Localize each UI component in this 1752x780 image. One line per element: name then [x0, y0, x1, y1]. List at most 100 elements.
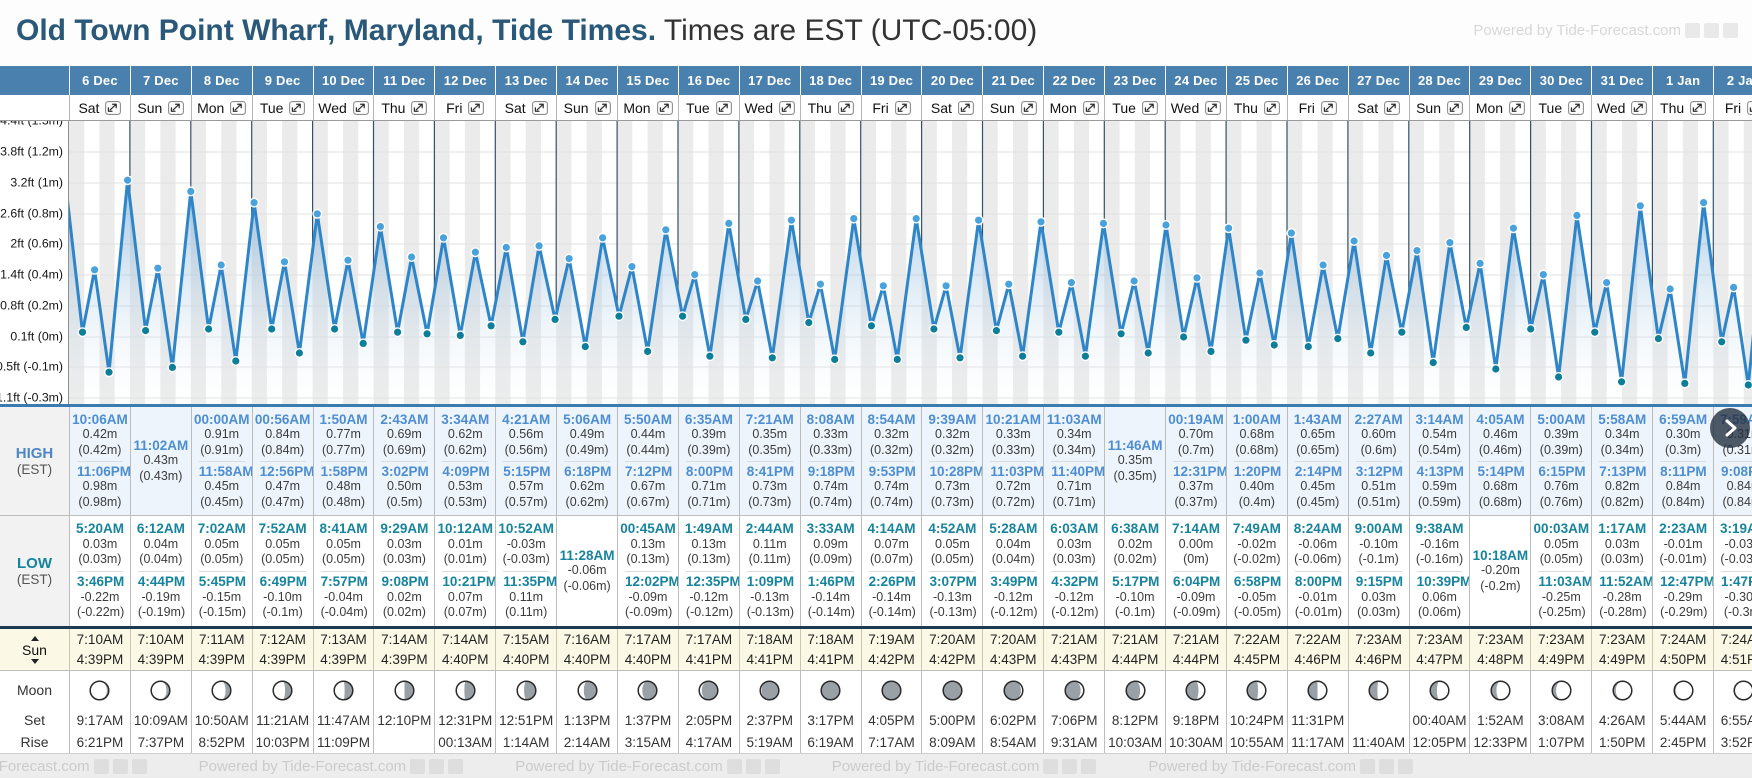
expand-day-button[interactable]: [894, 100, 911, 115]
expand-day-button[interactable]: [105, 100, 122, 115]
expand-day-icon: [168, 100, 185, 115]
date-cell: 17 Dec: [738, 66, 800, 95]
tide-event-height: 0.59m: [1422, 479, 1457, 494]
date-cell: 30 Dec: [1530, 66, 1591, 95]
tide-event-height-alt: (0.03m): [1600, 552, 1644, 567]
sunrise-time: 7:23AM: [1538, 631, 1585, 647]
sun-cell: 7:21AM 4:44PM: [1104, 629, 1165, 670]
expand-day-button[interactable]: [1205, 100, 1222, 115]
expand-day-button[interactable]: [1631, 100, 1648, 115]
expand-day-button[interactable]: [1384, 100, 1401, 115]
tide-event-time: 1:17AM: [1598, 521, 1647, 537]
moonset-cell: 11:21AM: [251, 709, 313, 731]
expand-day-button[interactable]: [779, 100, 795, 115]
tide-event-height-alt: (0m): [1183, 552, 1209, 567]
day-cell: Mon: [190, 95, 252, 120]
tide-event-height-alt: (0.03m): [1052, 552, 1096, 567]
tide-event: 7:21AM 0.35m (0.35m): [740, 410, 800, 461]
tide-event-height: 0.32m: [874, 427, 909, 442]
moonrise-cell: 2:45PM: [1652, 731, 1713, 753]
expand-day-button[interactable]: [656, 100, 673, 115]
tide-event: 6:58PM -0.05m (-0.05m): [1233, 571, 1281, 623]
moonrise-label-text: Rise: [20, 734, 49, 750]
tide-event: 5:06AM 0.49m (0.49m): [557, 410, 617, 461]
high-tide-cell: 00:19AM 0.70m (0.7m) 12:31PM 0.37m (0.37m): [1165, 407, 1226, 515]
low-tide-cell: 5:28AM 0.04m (0.04m) 3:49PM -0.12m (-0.12m): [982, 516, 1043, 626]
expand-day-button[interactable]: [1690, 100, 1707, 115]
day-cell: Sun: [129, 95, 191, 120]
tide-event-height: -0.20m: [1480, 563, 1520, 578]
expand-day-button[interactable]: [1320, 100, 1337, 115]
tide-event-height-alt: (0.47m): [261, 494, 305, 509]
sunrise-time: 7:20AM: [929, 631, 976, 647]
sun-cell: 7:14AM 4:39PM: [373, 629, 434, 670]
tide-event-time: 8:54AM: [867, 411, 916, 427]
tide-event-time: 12:56PM: [259, 463, 313, 479]
expand-day-button[interactable]: [531, 100, 548, 115]
day-cell: Fri: [1713, 95, 1752, 120]
expand-day-button[interactable]: [594, 100, 611, 115]
tide-event-height: 0.02m: [387, 589, 422, 604]
tide-event-height-alt: (-0.01m): [1659, 552, 1707, 567]
tide-event-time: 9:53PM: [868, 463, 916, 479]
tide-event-height-alt: (0.69m): [382, 442, 426, 457]
moon-cell: [190, 671, 252, 709]
day-cell: Wed: [738, 95, 800, 120]
expand-day-button[interactable]: [1082, 100, 1099, 115]
high-tide-cell: 8:54AM 0.32m (0.32m) 9:53PM 0.74m (0.74m): [860, 407, 922, 515]
expand-day-icon: [594, 100, 611, 115]
expand-day-button[interactable]: [230, 100, 247, 115]
y-axis-label: 2ft (0.6m): [10, 236, 63, 250]
high-tide-cell: 3:14AM 0.54m (0.54m) 4:13PM 0.59m (0.59m): [1408, 407, 1470, 515]
tide-event-time: 5:50AM: [623, 411, 672, 427]
expand-day-button[interactable]: [352, 100, 369, 115]
expand-day-button[interactable]: [289, 100, 306, 115]
day-cell: Tue: [1530, 95, 1591, 120]
expand-day-button[interactable]: [411, 100, 428, 115]
tide-event: 00:19AM 0.70m (0.7m): [1166, 410, 1226, 461]
tide-event-height-alt: (-0.09m): [1173, 605, 1221, 620]
tide-event-height-alt: (0.54m): [1418, 442, 1462, 457]
expand-day-button[interactable]: [715, 100, 732, 115]
expand-day-button[interactable]: [1447, 100, 1463, 115]
expand-day-icon: [105, 100, 122, 115]
next-days-button[interactable]: [1710, 408, 1750, 448]
date-cell: 29 Dec: [1469, 66, 1530, 95]
tide-event-time: 11:03AM: [1046, 411, 1102, 427]
day-of-week-label: Thu: [1660, 99, 1685, 116]
tide-event: 2:27AM 0.60m (0.6m): [1349, 410, 1409, 461]
expand-day-button[interactable]: [168, 100, 185, 115]
moon-phase-icon: [150, 679, 171, 701]
tide-event-time: 4:09PM: [442, 463, 490, 479]
expand-day-button[interactable]: [1141, 100, 1158, 115]
tide-event-time: 11:03AM: [1538, 574, 1592, 590]
expand-day-button[interactable]: [837, 100, 854, 115]
tide-event-height: 0.69m: [387, 427, 422, 442]
tide-event-height: 0.05m: [204, 536, 240, 551]
tide-event-height: 0.11m: [752, 536, 787, 551]
tide-event-height-alt: (0.73m): [748, 494, 792, 509]
expand-day-button[interactable]: [1020, 100, 1037, 115]
tide-event-time: 4:21AM: [502, 411, 551, 427]
tide-event-height-alt: (-0.06m): [563, 578, 611, 593]
tide-event-height-alt: (0.39m): [687, 442, 731, 457]
low-tide-cell: 7:49AM -0.02m (-0.02m) 6:58PM -0.05m (-0.05m): [1225, 516, 1287, 626]
expand-day-button[interactable]: [957, 100, 974, 115]
tide-event: 2:44AM 0.11m (0.11m): [740, 519, 800, 570]
tide-event-time: 00:00AM: [193, 411, 250, 427]
tide-event-time: 11:35PM: [503, 574, 557, 590]
expand-day-button[interactable]: [1263, 100, 1280, 115]
sunset-time: 4:41PM: [807, 651, 854, 667]
expand-day-button[interactable]: [1747, 100, 1752, 115]
tide-event-height-alt: (0.74m): [869, 494, 914, 509]
tide-event-time: 5:06AM: [563, 411, 612, 427]
moon-cell: [495, 671, 556, 709]
expand-day-button[interactable]: [468, 100, 485, 115]
sun-cell: 7:22AM 4:46PM: [1286, 629, 1348, 670]
expand-day-button[interactable]: [1509, 100, 1525, 115]
expand-day-button[interactable]: [1568, 100, 1585, 115]
low-tide-cell: 10:12AM 0.01m (0.01m) 10:21PM 0.07m (0.07m): [434, 516, 495, 626]
tide-event-height: 0.03m: [1361, 589, 1397, 604]
tide-event-height-alt: (-0.06m): [1294, 552, 1342, 567]
tide-event-time: 2:27AM: [1354, 411, 1403, 427]
